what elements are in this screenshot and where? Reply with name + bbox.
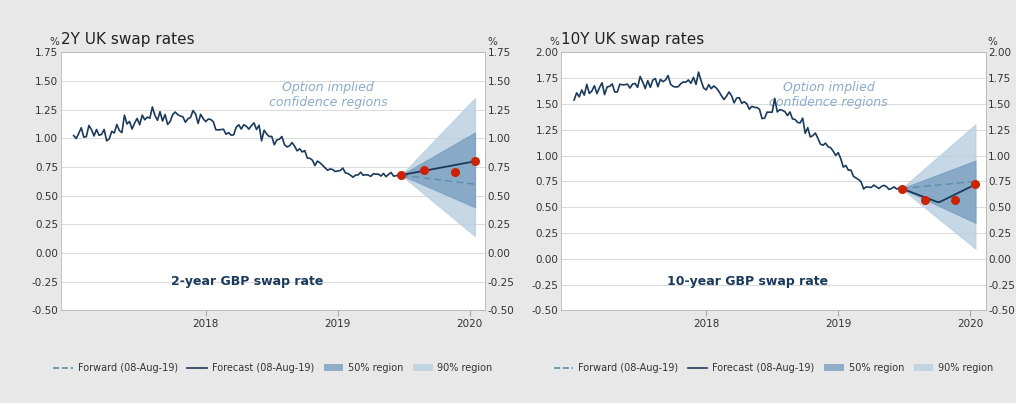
Text: %: % xyxy=(988,37,998,47)
Point xyxy=(894,185,910,192)
Text: 10Y UK swap rates: 10Y UK swap rates xyxy=(562,32,705,47)
Point xyxy=(446,168,462,175)
Legend: Forward (08-Aug-19), Forecast (08-Aug-19), 50% region, 90% region: Forward (08-Aug-19), Forecast (08-Aug-19… xyxy=(50,359,497,377)
Text: 2Y UK swap rates: 2Y UK swap rates xyxy=(61,32,195,47)
Text: 10-year GBP swap rate: 10-year GBP swap rate xyxy=(668,275,829,289)
Point xyxy=(416,167,432,174)
Point xyxy=(916,197,933,203)
Text: Option implied
confidence regions: Option implied confidence regions xyxy=(769,81,888,109)
Point xyxy=(967,181,983,188)
Point xyxy=(947,197,963,203)
Text: 2-year GBP swap rate: 2-year GBP swap rate xyxy=(172,275,324,289)
Point xyxy=(393,172,409,178)
Legend: Forward (08-Aug-19), Forecast (08-Aug-19), 50% region, 90% region: Forward (08-Aug-19), Forecast (08-Aug-19… xyxy=(550,359,997,377)
Text: Option implied
confidence regions: Option implied confidence regions xyxy=(269,81,387,109)
Text: %: % xyxy=(49,37,59,47)
Point xyxy=(466,158,483,164)
Text: %: % xyxy=(550,37,559,47)
Text: %: % xyxy=(488,37,497,47)
